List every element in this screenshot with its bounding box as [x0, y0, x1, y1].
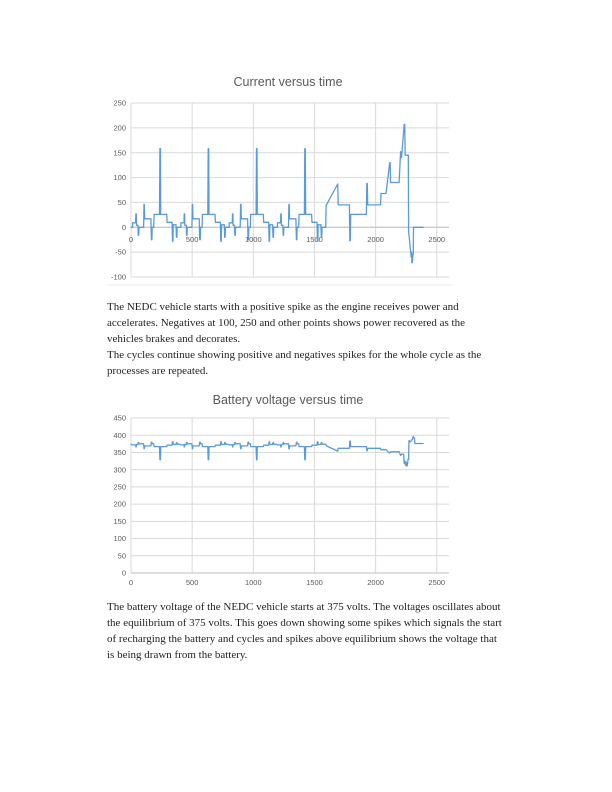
x-axis-tick-label: 2500	[428, 578, 445, 587]
current-vs-time-chart: 250 200 150 100 50 0 -50 -100 0 500 1000 1500 2000 25…	[95, 70, 459, 294]
y-axis-tick-label: 300	[113, 465, 126, 474]
x-axis-tick-label: 1000	[245, 578, 262, 587]
paragraph-line: processes are repeated.	[107, 365, 209, 377]
paragraph-line: The cycles continue showing positive and…	[107, 349, 482, 361]
paragraph-line: vehicles brakes and decorates.	[107, 333, 241, 345]
y-axis-tick-label: 450	[113, 414, 126, 423]
x-axis-tick-label: 2000	[367, 235, 384, 244]
chart-title: Current versus time	[233, 75, 342, 89]
x-axis-tick-label: 2000	[367, 578, 384, 587]
current-analysis-paragraph: The NEDC vehicle starts with a positive …	[107, 299, 527, 379]
y-axis-tick-label: 50	[118, 551, 126, 560]
y-axis-tick-label: 350	[113, 448, 126, 457]
voltage-series-line	[130, 435, 424, 467]
y-axis-tick-label: 250	[113, 99, 126, 108]
x-axis-tick-label: 2500	[428, 235, 445, 244]
y-axis-tick-label: 400	[113, 431, 126, 440]
x-axis-tick-label: 0	[129, 578, 133, 587]
x-axis-tick-label: 500	[186, 235, 199, 244]
paragraph-line: accelerates. Negatives at 100, 250 and o…	[107, 317, 465, 329]
x-axis-tick-label: 1500	[306, 235, 323, 244]
battery-voltage-vs-time-chart: 450 400 350 300 250 200 150 100 50 0 0 500 1000 1500 2…	[95, 388, 459, 602]
y-axis-tick-label: 100	[113, 534, 126, 543]
y-axis-tick-label: 250	[113, 482, 126, 491]
y-axis-tick-label: -100	[111, 273, 126, 282]
voltage-analysis-paragraph: The battery voltage of the NEDC vehicle …	[107, 599, 527, 663]
current-series-line	[130, 123, 424, 264]
y-axis-tick-label: 50	[118, 198, 126, 207]
y-axis-tick-label: 150	[113, 148, 126, 157]
y-axis-tick-label: 200	[113, 500, 126, 509]
y-axis-tick-label: 100	[113, 173, 126, 182]
x-axis-tick-label: 500	[186, 578, 199, 587]
paragraph-line: The battery voltage of the NEDC vehicle …	[107, 601, 501, 613]
y-axis-tick-label: 150	[113, 517, 126, 526]
paragraph-line: of recharging the battery and cycles and…	[107, 633, 497, 645]
y-axis-tick-label: -50	[115, 248, 126, 257]
y-axis-tick-label: 0	[122, 569, 126, 578]
paragraph-line: the equilibrium of 375 volts. This goes …	[107, 617, 502, 629]
paragraph-line: The NEDC vehicle starts with a positive …	[107, 301, 459, 313]
y-axis-tick-label: 200	[113, 123, 126, 132]
x-axis-tick-label: 1500	[306, 578, 323, 587]
x-axis-tick-label: 1000	[245, 235, 262, 244]
y-axis-tick-label: 0	[122, 223, 126, 232]
paragraph-line: is being drawn from the battery.	[107, 649, 248, 661]
x-axis-tick-label: 0	[129, 235, 133, 244]
chart-title: Battery voltage versus time	[213, 393, 364, 407]
